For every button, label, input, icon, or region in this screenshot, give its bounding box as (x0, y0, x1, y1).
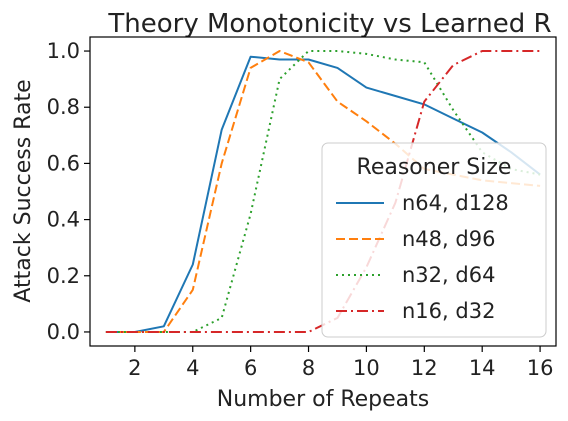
series-line-1 (105, 55, 541, 333)
x-tick-label: 8 (302, 356, 315, 380)
y-tick-label: 0.0 (47, 320, 80, 344)
x-tick-label: 10 (353, 356, 380, 380)
x-tick-label: 2 (128, 356, 141, 380)
x-tick-label: 12 (411, 356, 438, 380)
y-tick-label: 0.8 (47, 95, 80, 119)
x-tick-label: 14 (469, 356, 496, 380)
legend-label: n16, d32 (402, 299, 495, 323)
legend-entry: n32, d64 (336, 263, 495, 287)
y-axis: 0.0 0.2 0.4 0.6 0.8 1.0 (47, 39, 90, 344)
legend-label: n64, d128 (402, 191, 509, 215)
x-tick-label: 6 (244, 356, 257, 380)
y-tick-label: 0.4 (47, 208, 80, 232)
plot-frame (89, 36, 557, 347)
y-tick-label: 0.2 (47, 264, 80, 288)
x-tick-label: 4 (186, 356, 199, 380)
x-axis-label: Number of Repeats (217, 387, 429, 412)
x-tick-label: 16 (527, 356, 554, 380)
legend-label: n32, d64 (402, 263, 495, 287)
legend-entry: n64, d128 (336, 191, 509, 215)
legend-entry: n16, d32 (336, 299, 495, 323)
chart-title: Theory Monotonicity vs Learned R (107, 9, 551, 39)
y-axis-label: Attack Success Rate (11, 79, 36, 302)
legend-box (321, 142, 547, 338)
y-tick-label: 1.0 (47, 39, 80, 63)
legend-title: Reasoner Size (357, 155, 512, 180)
legend: Reasoner Size n64, d128 n48, d96 n32, d64 n… (321, 142, 547, 338)
legend-label: n48, d96 (402, 227, 495, 251)
x-axis: 2 4 6 8 10 12 14 16 (128, 346, 553, 380)
y-tick-label: 0.6 (47, 151, 80, 175)
legend-entry: n48, d96 (336, 227, 495, 251)
